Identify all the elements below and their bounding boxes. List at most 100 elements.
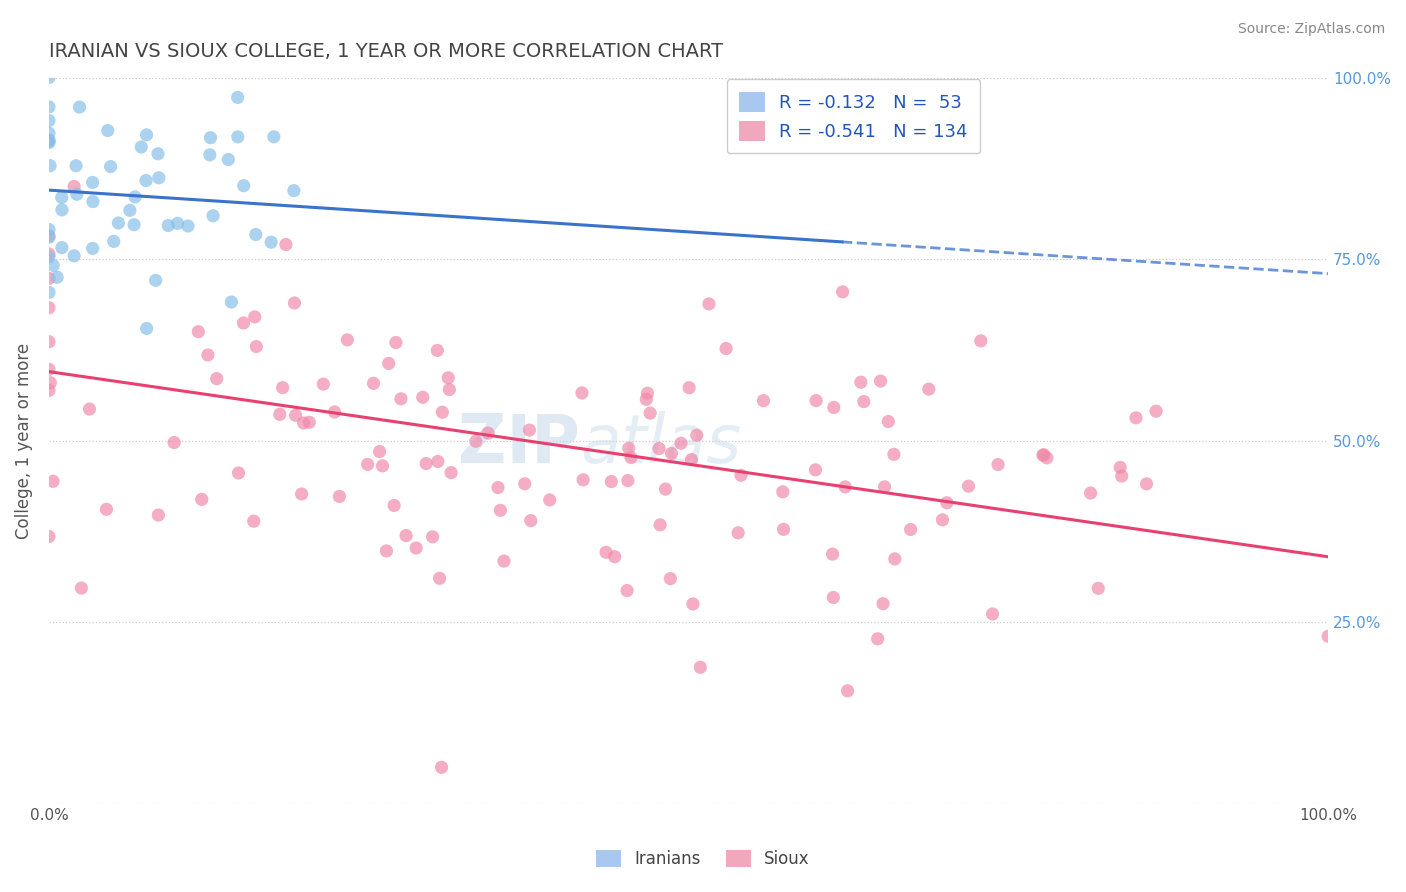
Point [135,321,157,335]
Point [405,541,427,555]
Point [38,136,60,150]
Point [38,230,60,244]
Point [356,458,378,472]
Point [957,479,980,493]
Point [636,392,658,407]
Point [135,173,157,187]
Point [226,90,249,104]
Point [422,530,444,544]
Point [636,386,658,401]
Point [714,342,737,356]
Point [97,123,120,137]
Point [243,310,266,324]
Point [682,597,704,611]
Point [38,100,60,114]
Point [1109,460,1132,475]
Point [616,583,638,598]
Legend: Iranians, Sioux: Iranians, Sioux [589,843,817,875]
Point [226,129,249,144]
Point [375,544,398,558]
Point [38,362,60,376]
Point [82,241,104,255]
Point [772,484,794,499]
Point [38,126,60,140]
Point [1036,450,1059,465]
Point [883,447,905,461]
Point [430,760,453,774]
Point [122,218,145,232]
Point [492,554,515,568]
Point [292,416,315,430]
Point [129,140,152,154]
Point [38,229,60,244]
Point [39,159,62,173]
Point [163,435,186,450]
Point [42,475,65,489]
Point [620,450,643,465]
Point [232,178,254,193]
Point [831,285,853,299]
Point [228,466,250,480]
Point [439,383,461,397]
Point [519,423,541,437]
Point [834,480,856,494]
Point [298,415,321,429]
Point [852,394,875,409]
Point [464,434,486,449]
Point [82,194,104,209]
Point [1317,629,1340,643]
Point [245,227,267,242]
Point [385,335,408,350]
Point [440,466,463,480]
Point [66,187,89,202]
Point [981,607,1004,621]
Point [678,381,700,395]
Y-axis label: College, 1 year or more: College, 1 year or more [15,343,32,539]
Text: Source: ZipAtlas.com: Source: ZipAtlas.com [1237,22,1385,37]
Point [513,476,536,491]
Point [1144,404,1167,418]
Text: IRANIAN VS SIOUX COLLEGE, 1 YEAR OR MORE CORRELATION CHART: IRANIAN VS SIOUX COLLEGE, 1 YEAR OR MORE… [49,42,723,61]
Point [274,237,297,252]
Point [146,146,169,161]
Point [177,219,200,233]
Point [426,454,449,468]
Point [872,597,894,611]
Point [1135,476,1157,491]
Point [935,496,957,510]
Point [323,405,346,419]
Point [205,371,228,385]
Point [217,153,239,167]
Point [377,356,399,370]
Point [1087,582,1109,596]
Point [38,113,60,128]
Point [538,492,561,507]
Point [70,581,93,595]
Point [648,517,671,532]
Point [1080,486,1102,500]
Point [804,463,827,477]
Point [486,481,509,495]
Point [681,452,703,467]
Point [269,408,291,422]
Point [821,547,844,561]
Point [284,409,307,423]
Point [412,390,434,404]
Point [38,134,60,148]
Point [697,297,720,311]
Point [263,129,285,144]
Point [987,458,1010,472]
Point [823,591,845,605]
Point [849,375,872,389]
Text: atlas: atlas [579,411,741,477]
Text: ZIP: ZIP [458,411,579,477]
Point [69,100,91,114]
Point [669,436,692,450]
Point [823,401,845,415]
Point [118,203,141,218]
Point [38,222,60,236]
Point [654,482,676,496]
Point [51,241,73,255]
Point [638,406,661,420]
Point [38,529,60,543]
